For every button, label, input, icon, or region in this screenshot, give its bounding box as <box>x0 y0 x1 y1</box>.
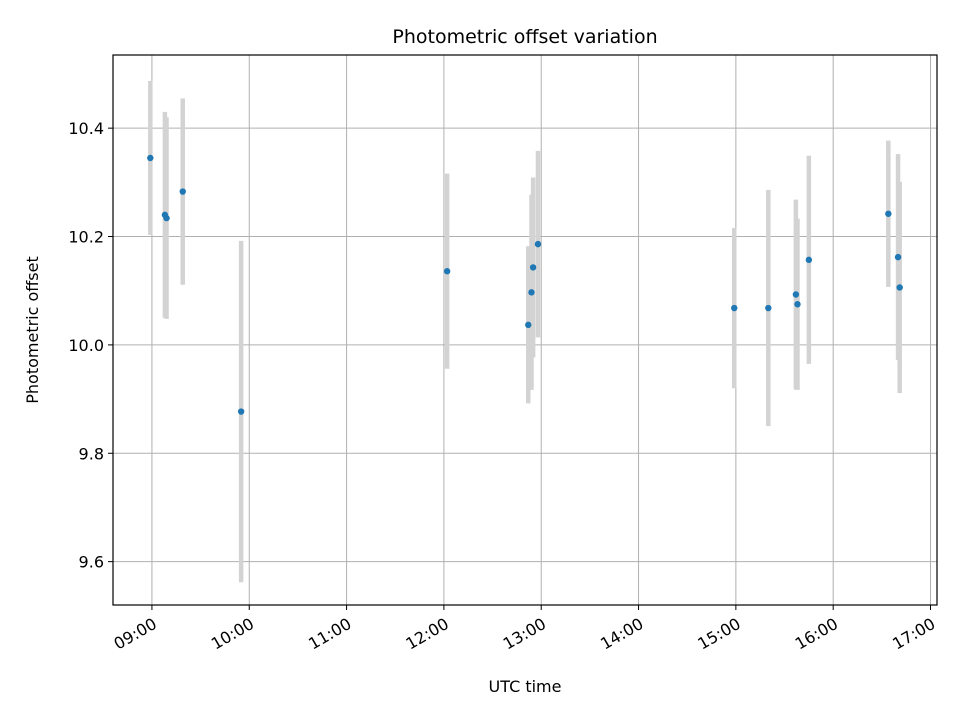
y-axis-label: Photometric offset <box>23 256 42 404</box>
y-tick-label: 10.2 <box>68 228 104 247</box>
data-point <box>147 154 154 162</box>
y-tick-label: 10.4 <box>68 119 104 138</box>
data-point <box>805 256 813 264</box>
data-point <box>765 304 772 312</box>
data-point <box>237 408 245 415</box>
data-point <box>528 289 535 296</box>
data-point <box>179 188 186 195</box>
data-points <box>147 154 903 415</box>
data-point <box>534 240 542 248</box>
x-axis-label: UTC time <box>489 677 562 696</box>
data-point <box>529 264 537 271</box>
plot-frame <box>112 54 938 606</box>
data-point <box>163 214 170 222</box>
data-point <box>894 253 902 261</box>
data-point <box>525 321 532 329</box>
data-point <box>792 291 800 298</box>
y-tick-label: 9.8 <box>79 444 104 463</box>
data-point <box>794 301 801 308</box>
data-point <box>885 210 892 217</box>
data-point <box>731 304 738 312</box>
data-point <box>896 284 903 291</box>
data-point <box>443 268 451 275</box>
chart-title: Photometric offset variation <box>392 26 657 48</box>
y-tick-label: 9.6 <box>79 553 104 572</box>
y-tick-label: 10.0 <box>68 336 104 355</box>
